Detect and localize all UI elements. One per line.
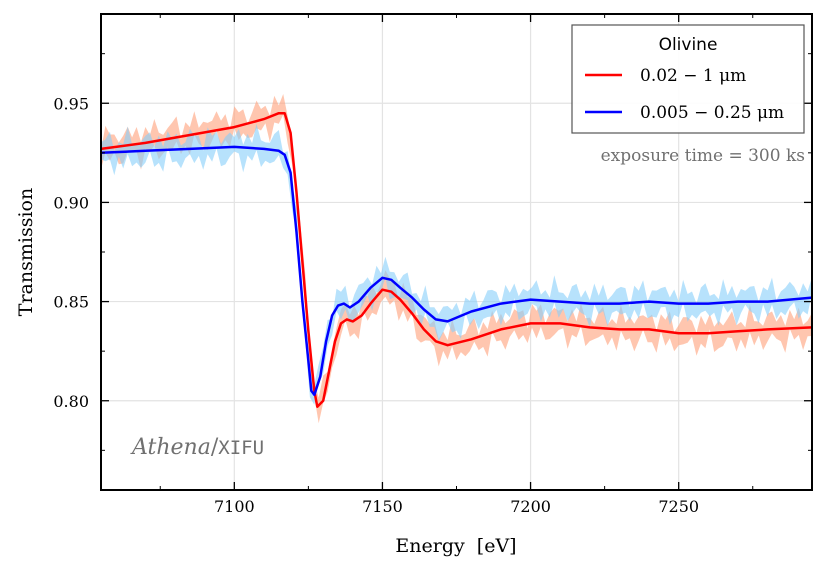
uncertainty-bands xyxy=(101,94,812,424)
uncertainty-band-0 xyxy=(101,94,812,424)
axis-ticks: 7100 7150 7200 7250 0.80 0.85 0.90 0.95 xyxy=(53,14,812,516)
uncertainty-band-1 xyxy=(101,123,812,405)
legend-label-1: 0.005 − 0.25 μm xyxy=(640,103,784,123)
instrument-mono: XIFU xyxy=(218,437,264,459)
series-line-1 xyxy=(100,145,813,397)
legend-title: Olivine xyxy=(659,35,718,55)
x-tick-label: 7100 xyxy=(214,497,255,516)
x-tick-label: 7150 xyxy=(362,497,403,516)
y-tick-label: 0.90 xyxy=(53,193,89,212)
series-lines xyxy=(100,111,813,408)
instrument-annotation: Athena/XIFU xyxy=(130,435,264,460)
x-tick-label: 7250 xyxy=(658,497,699,516)
y-axis-label: Transmission xyxy=(15,188,37,316)
legend-box xyxy=(571,24,805,134)
x-axis-label: Energy [eV] xyxy=(395,535,516,557)
legend: Olivine 0.02 − 1 μm 0.005 − 0.25 μm xyxy=(571,24,805,134)
instrument-sep: / xyxy=(211,435,219,460)
y-tick-label: 0.80 xyxy=(53,392,89,411)
legend-label-0: 0.02 − 1 μm xyxy=(640,66,746,86)
exposure-annotation: exposure time = 300 ks xyxy=(601,146,805,166)
y-tick-label: 0.95 xyxy=(53,94,89,113)
x-tick-label: 7200 xyxy=(510,497,551,516)
plot-frame xyxy=(100,13,813,491)
instrument-italic: Athena xyxy=(130,435,211,460)
series-line-0 xyxy=(100,111,813,408)
y-tick-label: 0.85 xyxy=(53,293,89,312)
